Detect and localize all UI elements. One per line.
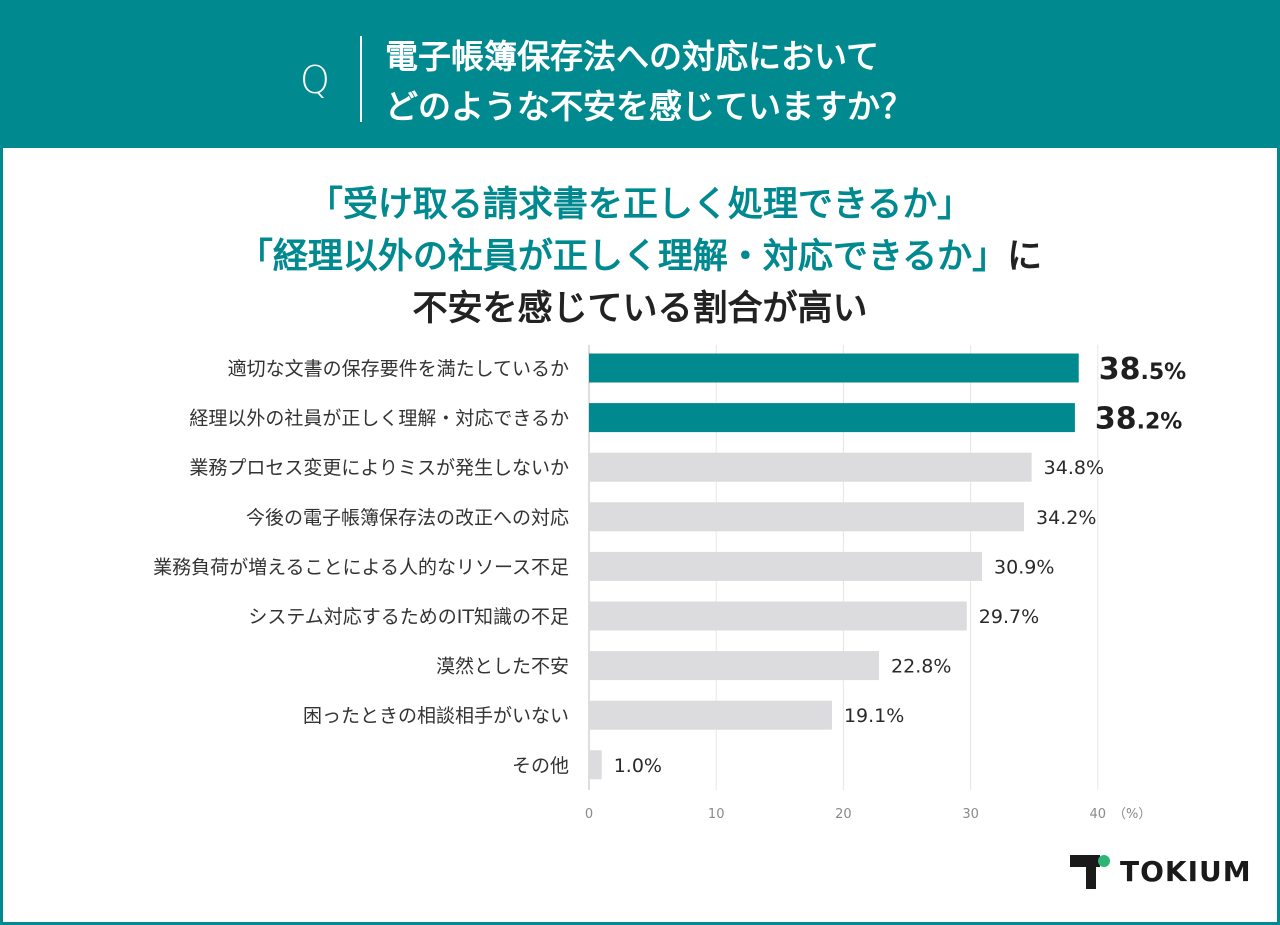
x-tick-label: 40	[1090, 807, 1107, 822]
headline-line2-highlight: 「経理以外の社員が正しく理解・対応できるか」	[237, 237, 1008, 277]
category-label: システム対応するためのIT知識の不足	[248, 606, 569, 628]
value-label: 38.5%	[1099, 352, 1186, 387]
brand-logo: TOKIUM	[1070, 853, 1260, 893]
category-label: 漠然とした不安	[436, 656, 569, 678]
bar	[589, 601, 967, 631]
header-divider	[360, 36, 362, 122]
value-label: 19.1%	[844, 705, 904, 727]
x-unit-label: （%）	[1113, 807, 1151, 822]
value-label: 22.8%	[891, 656, 951, 678]
value-label: 30.9%	[994, 556, 1054, 578]
bar	[589, 502, 1025, 532]
tokium-logo-icon	[1070, 855, 1110, 889]
value-label: 38.2%	[1095, 402, 1182, 437]
bar	[589, 353, 1079, 383]
question-header: Q 電子帳簿保存法への対応において どのような不安を感じていますか？	[0, 0, 1280, 148]
headline-line1: 「受け取る請求書を正しく処理できるか」	[307, 185, 973, 225]
category-label: 経理以外の社員が正しく理解・対応できるか	[189, 408, 569, 430]
value-label: 29.7%	[979, 606, 1039, 628]
x-tick-label: 20	[835, 807, 852, 822]
category-label: 業務負荷が増えることによる人的なリソース不足	[153, 556, 569, 578]
x-tick-label: 30	[962, 807, 979, 822]
x-tick-label: 10	[708, 807, 725, 822]
category-label: 業務プロセス変更によりミスが発生しないか	[189, 457, 569, 479]
category-label: 今後の電子帳簿保存法の改正への対応	[246, 507, 569, 529]
value-label: 1.0%	[614, 755, 662, 777]
bar	[589, 750, 602, 780]
bar	[589, 452, 1032, 482]
question-text-line1: 電子帳簿保存法への対応において	[385, 37, 880, 76]
category-label: 適切な文書の保存要件を満たしているか	[228, 358, 569, 380]
headline-line2-suffix: に	[1007, 237, 1043, 277]
bar	[589, 551, 983, 581]
brand-name: TOKIUM	[1120, 855, 1252, 888]
category-label: 困ったときの相談相手がいない	[303, 705, 569, 727]
question-mark: Q	[300, 58, 330, 102]
bar	[589, 403, 1075, 433]
question-text-line2: どのような不安を感じていますか？	[385, 87, 913, 126]
value-label: 34.2%	[1036, 507, 1096, 529]
x-tick-label: 0	[585, 807, 593, 822]
value-label: 34.8%	[1044, 457, 1104, 479]
headline-line2: 「経理以外の社員が正しく理解・対応できるか」に	[0, 228, 1280, 279]
bar	[589, 651, 880, 681]
bar	[589, 700, 832, 730]
headline-line3: 不安を感じている割合が高い	[412, 289, 868, 329]
category-label: その他	[512, 755, 569, 777]
